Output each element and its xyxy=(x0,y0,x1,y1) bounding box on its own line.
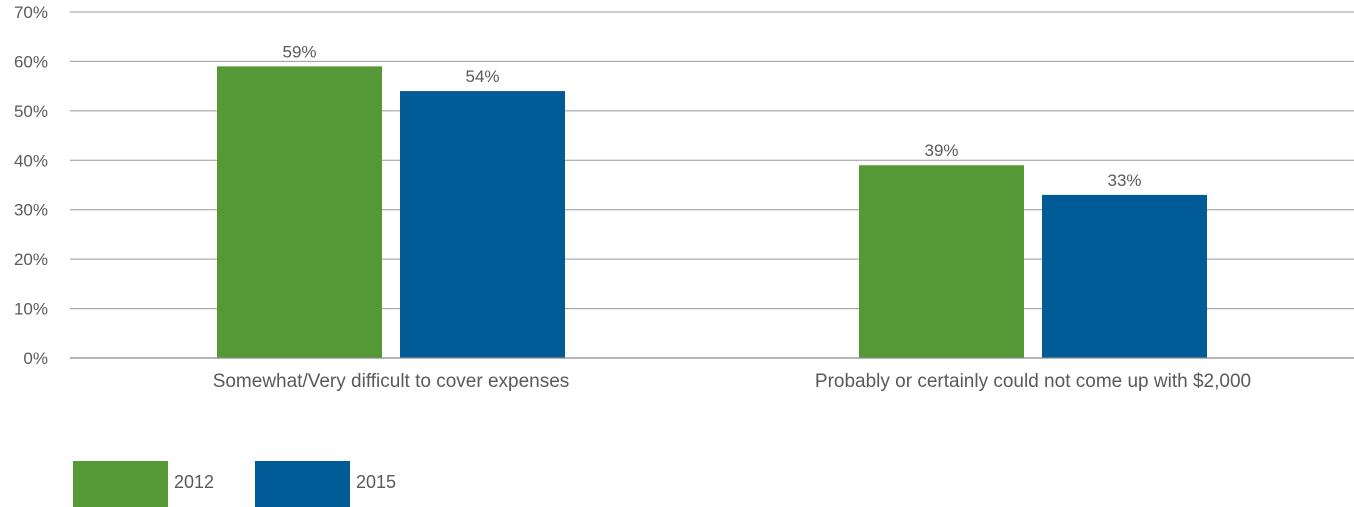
data-label: 39% xyxy=(924,141,958,160)
legend: 2012 2015 xyxy=(73,461,396,507)
y-tick-label: 0% xyxy=(23,349,48,368)
legend-swatch-2015 xyxy=(255,461,350,507)
data-label: 59% xyxy=(282,42,316,61)
y-tick-label: 30% xyxy=(14,201,48,220)
x-category-label: Somewhat/Very difficult to cover expense… xyxy=(213,371,570,392)
y-tick-label: 40% xyxy=(14,151,48,170)
data-labels: 59% 54% 39% 33% xyxy=(282,42,1141,190)
legend-label: 2015 xyxy=(356,472,396,492)
data-label: 54% xyxy=(465,67,499,86)
x-axis-category-labels: Somewhat/Very difficult to cover expense… xyxy=(213,371,1251,392)
data-label: 33% xyxy=(1107,171,1141,190)
bars xyxy=(217,66,1207,358)
y-tick-label: 50% xyxy=(14,102,48,121)
legend-swatch-2012 xyxy=(73,461,168,507)
y-tick-label: 10% xyxy=(14,300,48,319)
y-tick-label: 20% xyxy=(14,250,48,269)
bar-2015-1 xyxy=(400,91,565,358)
y-tick-label: 60% xyxy=(14,52,48,71)
bar-2012-1 xyxy=(217,66,382,358)
y-tick-label: 70% xyxy=(14,3,48,22)
bar-2012-2 xyxy=(859,165,1024,358)
legend-label: 2012 xyxy=(174,472,214,492)
bar-2015-2 xyxy=(1042,194,1207,358)
y-axis-tick-labels: 0% 10% 20% 30% 40% 50% 60% 70% xyxy=(14,3,48,368)
x-category-label: Probably or certainly could not come up … xyxy=(815,371,1251,392)
